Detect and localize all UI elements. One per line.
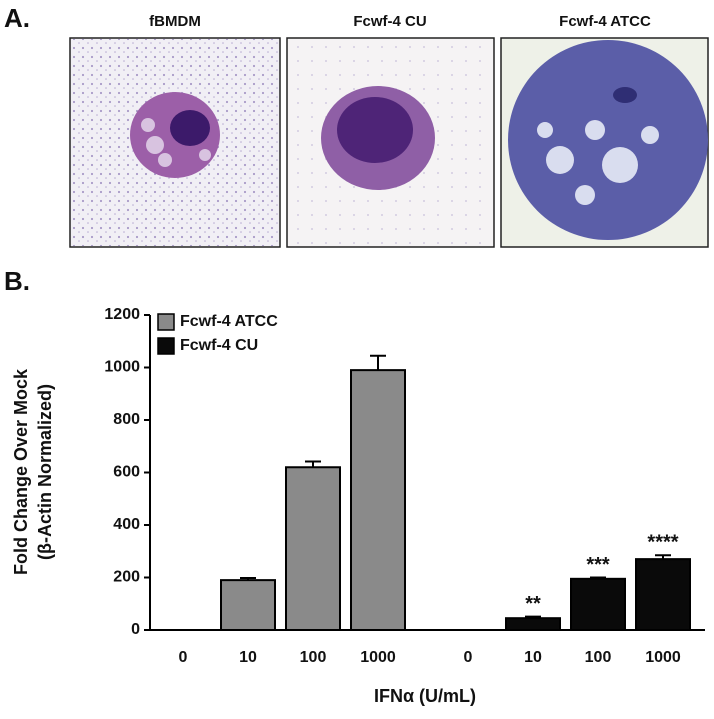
y-tick-label: 800: [113, 411, 140, 428]
image-title: Fcwf-4 CU: [353, 13, 426, 30]
x-tick-label: 0: [179, 649, 188, 666]
bar: [570, 577, 626, 631]
significance-label: **: [525, 593, 541, 615]
x-tick-label: 100: [300, 649, 327, 666]
x-tick-label: 1000: [360, 649, 396, 666]
error-bar: [590, 576, 606, 579]
chart: 0 200 400 600 800 1000 1200 0 10 100 1000 0 10 100 100…: [11, 306, 705, 706]
bar: [350, 369, 406, 631]
y-tick-label: 600: [113, 464, 140, 481]
bar: [635, 558, 691, 631]
micrograph: [286, 37, 495, 248]
error-bar: [370, 354, 386, 371]
panel-label: A.: [4, 3, 30, 33]
image-title: fBMDM: [149, 13, 201, 30]
x-tick-label: 1000: [645, 649, 681, 666]
x-tick-label: 0: [464, 649, 473, 666]
bar: [220, 579, 276, 631]
panel-label: B.: [4, 266, 30, 296]
micrograph: [69, 37, 281, 248]
micrograph: [500, 37, 709, 248]
legend-label: Fcwf-4 CU: [180, 337, 258, 354]
y-tick-label: 1000: [104, 359, 140, 376]
y-tick-label: 1200: [104, 306, 140, 323]
significance-label: ****: [647, 531, 678, 553]
legend-swatch: [157, 313, 175, 331]
error-bar: [240, 577, 256, 581]
image-title: Fcwf-4 ATCC: [559, 13, 651, 30]
x-tick-label: 10: [239, 649, 257, 666]
y-tick-label: 0: [131, 621, 140, 638]
bar: [285, 466, 341, 631]
x-axis-label: IFNα (U/mL): [374, 686, 476, 706]
x-tick-label: 10: [524, 649, 542, 666]
error-bar: [655, 554, 671, 560]
x-tick-label: 100: [585, 649, 612, 666]
error-bar: [525, 615, 541, 619]
y-axis-label: Fold Change Over Mock: [11, 368, 31, 575]
legend-swatch: [157, 337, 175, 355]
y-tick-label: 200: [113, 569, 140, 586]
legend-label: Fcwf-4 ATCC: [180, 313, 278, 330]
significance-label: ***: [586, 554, 610, 576]
y-axis-label: (β-Actin Normalized): [35, 384, 55, 560]
bar: [505, 617, 561, 631]
error-bar: [305, 460, 321, 468]
y-tick-label: 400: [113, 516, 140, 533]
